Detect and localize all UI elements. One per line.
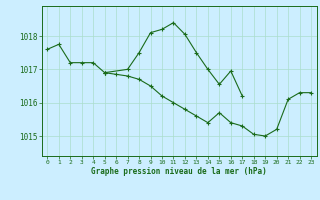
X-axis label: Graphe pression niveau de la mer (hPa): Graphe pression niveau de la mer (hPa) xyxy=(91,167,267,176)
